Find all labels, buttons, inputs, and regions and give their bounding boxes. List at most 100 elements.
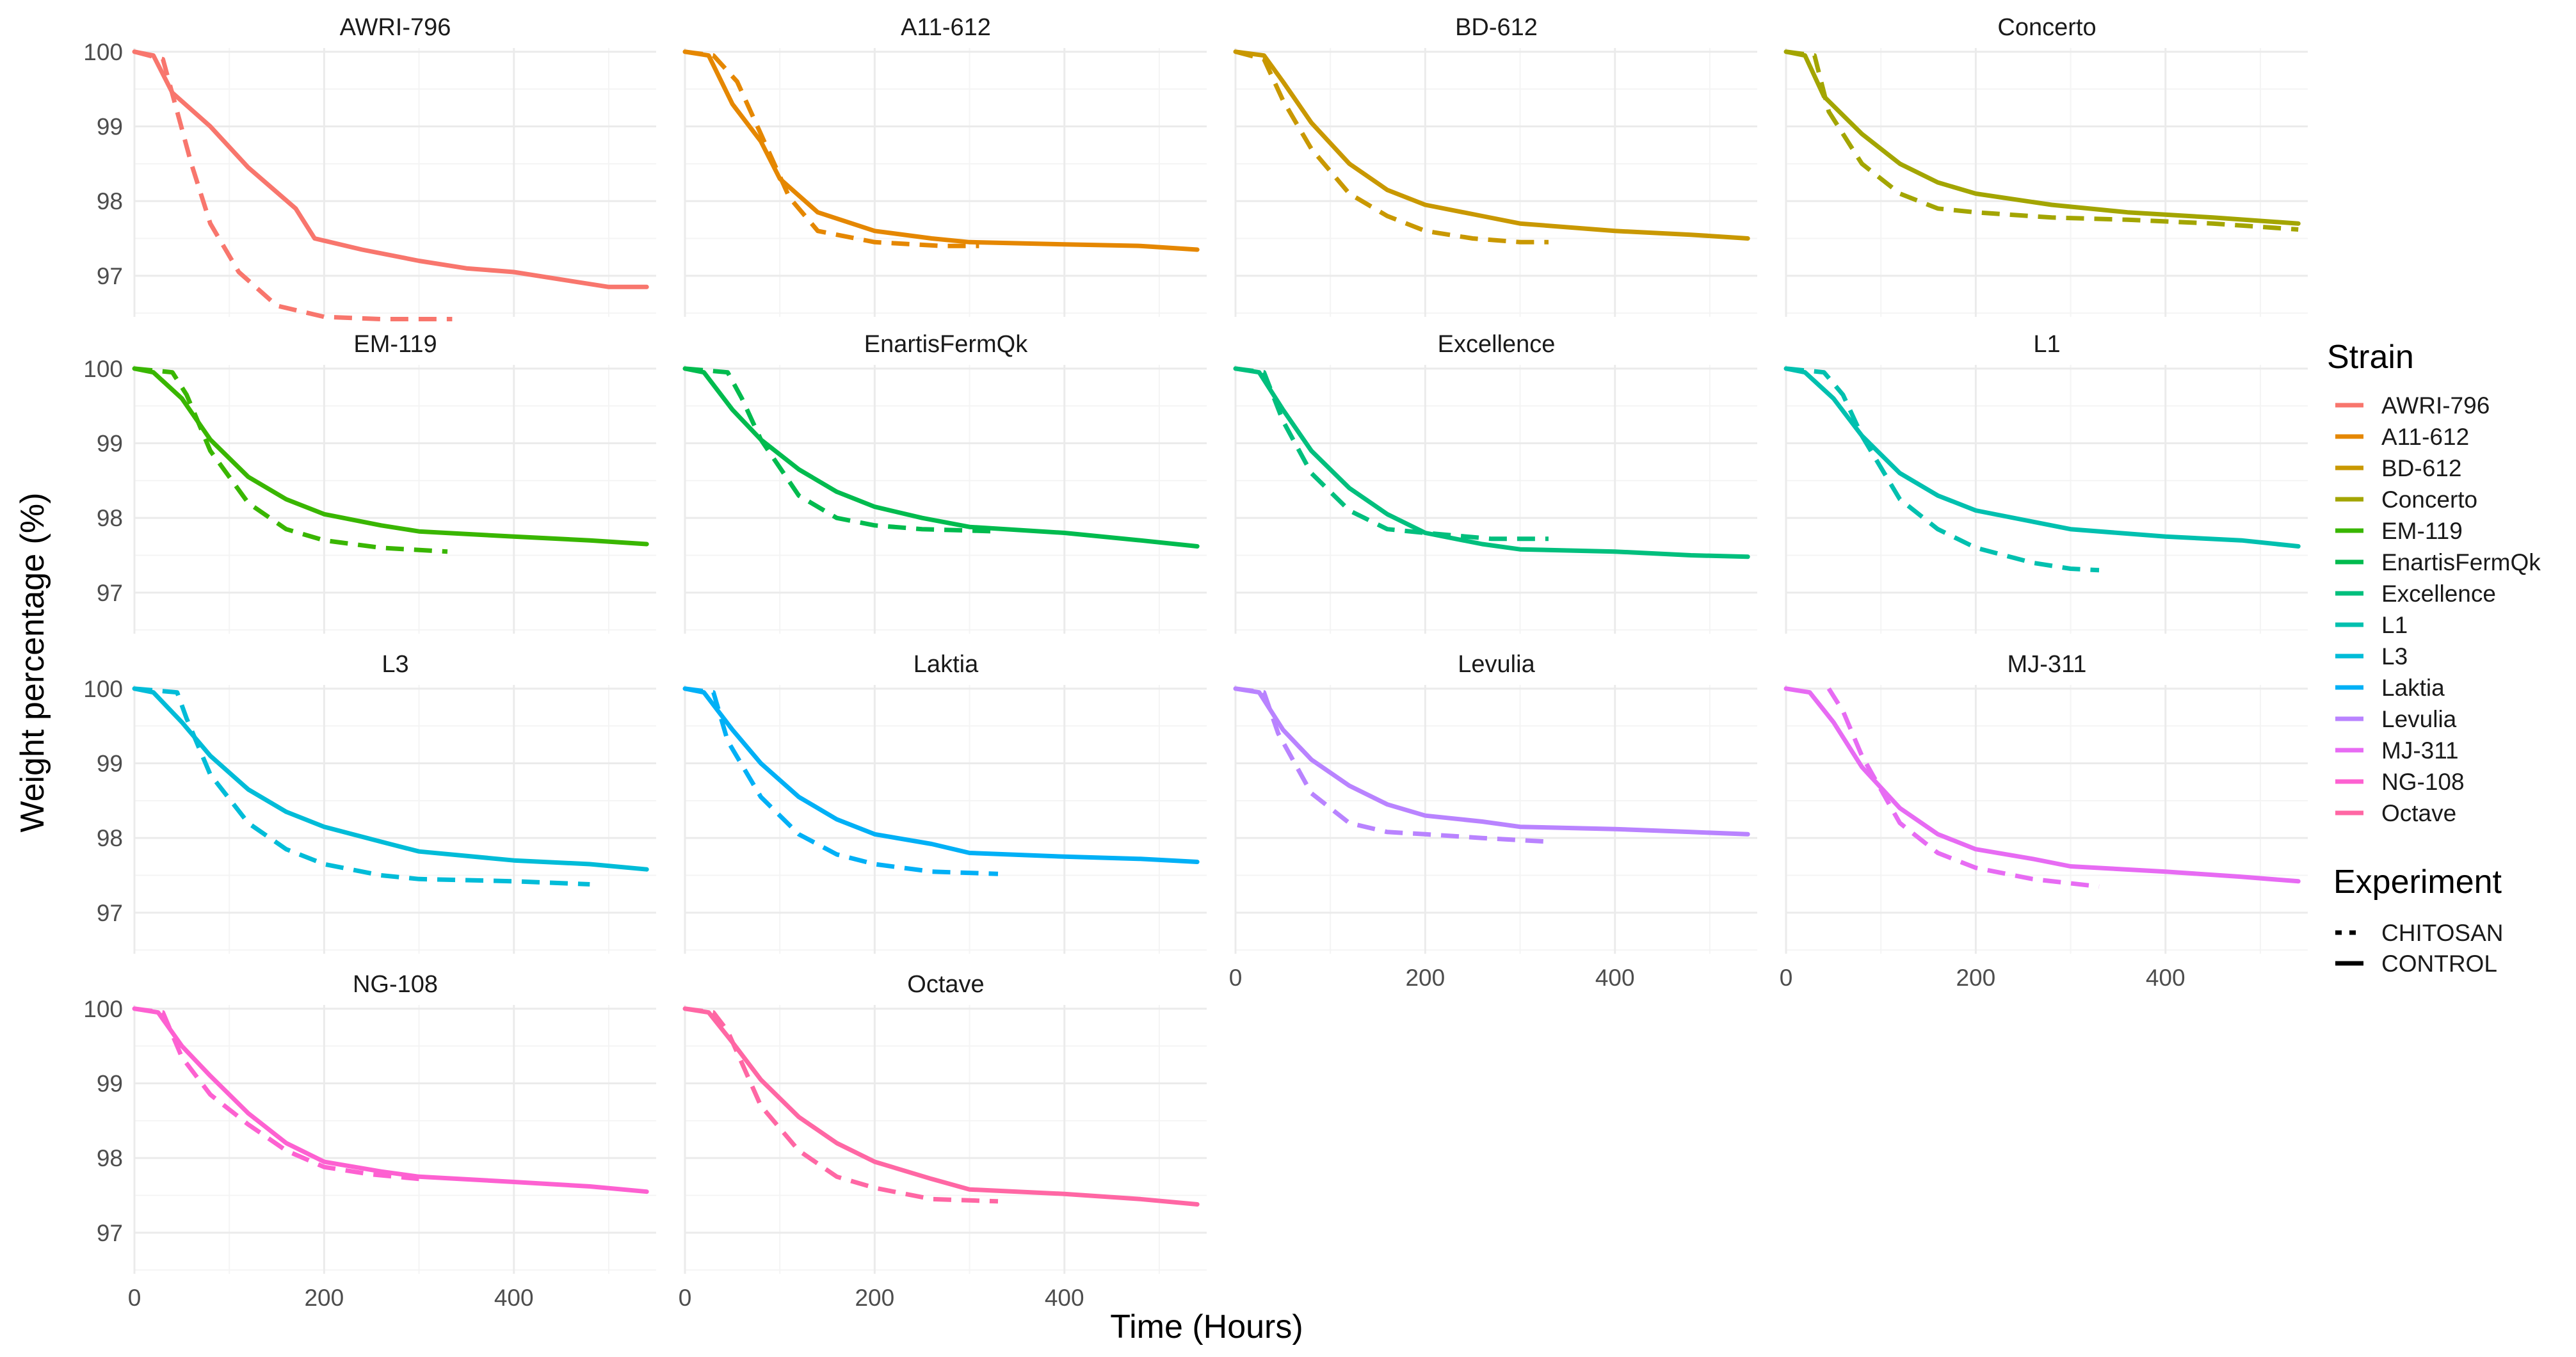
facet-panel-A11-612: A11-612: [682, 14, 1207, 317]
series-line-chitosan: [684, 1006, 999, 1204]
x-tick-label: 400: [494, 1285, 534, 1311]
y-tick-label: 97: [97, 580, 123, 606]
facet-strip-label: Octave: [907, 971, 984, 998]
series-line-chitosan: [134, 366, 448, 554]
legend-label-Levulia: Levulia: [2381, 706, 2457, 732]
y-tick-label: 97: [97, 263, 123, 289]
y-tick-label: 98: [97, 188, 123, 214]
x-tick-label: 0: [1780, 965, 1793, 991]
legend-label-Octave: Octave: [2381, 800, 2456, 826]
legend-label-CONTROL: CONTROL: [2381, 951, 2497, 977]
facet-strip-label: BD-612: [1455, 14, 1538, 41]
facet-panel-Octave: Octave 0 200 400: [679, 971, 1207, 1311]
legend-experiment: Experiment CHITOSAN CONTROL: [2333, 863, 2504, 977]
facet-panel-MJ-311: MJ-311 0 200 400: [1780, 651, 2308, 991]
series-line-control: [1233, 49, 1750, 241]
series-line-control: [132, 366, 649, 547]
series-line-chitosan: [1826, 687, 2100, 889]
facet-strip-label: A11-612: [901, 14, 991, 41]
legend-strain-title: Strain: [2327, 339, 2414, 376]
legend-label-Excellence: Excellence: [2381, 581, 2496, 607]
facet-panel-Levulia: Levulia 0 200 400: [1229, 651, 1757, 991]
legend-label-AWRI-796: AWRI-796: [2381, 392, 2490, 419]
facet-strip-label: EM-119: [353, 331, 437, 358]
y-tick-label: 100: [83, 996, 123, 1022]
x-tick-label: 0: [128, 1285, 141, 1311]
series-line-control: [682, 366, 1200, 549]
series-line-control: [132, 49, 649, 289]
facet-strip-label: Concerto: [1997, 14, 2096, 41]
facet-panel-NG-108: NG-108 97 98 99 100 0 200 400: [83, 971, 656, 1311]
y-tick-label: 98: [97, 505, 123, 531]
legend-experiment-title: Experiment: [2333, 863, 2502, 901]
y-tick-label: 99: [97, 1071, 123, 1097]
x-tick-label: 400: [1045, 1285, 1084, 1311]
legend-label-A11-612: A11-612: [2381, 424, 2469, 450]
series-line-control: [1233, 686, 1750, 837]
facet-panel-Laktia: Laktia: [682, 651, 1207, 954]
legend-label-BD-612: BD-612: [2381, 455, 2461, 481]
facet-panel-Concerto: Concerto: [1783, 14, 2308, 317]
legend-label-CHITOSAN: CHITOSAN: [2381, 920, 2504, 946]
y-tick-label: 99: [97, 431, 123, 457]
series-line-chitosan: [684, 366, 999, 534]
facet-panel-EnartisFermQk: EnartisFermQk: [682, 331, 1207, 634]
legend-label-NG-108: NG-108: [2381, 769, 2465, 795]
x-tick-label: 0: [1229, 965, 1243, 991]
series-line-control: [1783, 686, 2301, 884]
series-line-control: [1783, 366, 2301, 549]
facet-strip-label: Excellence: [1438, 331, 1556, 358]
legend-label-Concerto: Concerto: [2381, 486, 2477, 513]
legend-label-EnartisFermQk: EnartisFermQk: [2381, 549, 2541, 575]
y-tick-label: 98: [97, 825, 123, 851]
facet-strip-label: MJ-311: [2008, 651, 2087, 678]
facet-strip-label: NG-108: [353, 971, 438, 998]
series-line-chitosan: [1235, 49, 1549, 245]
x-tick-label: 400: [2146, 965, 2186, 991]
series-line-chitosan: [134, 686, 590, 887]
series-line-chitosan: [1235, 366, 1549, 542]
x-tick-label: 400: [1595, 965, 1635, 991]
series-line-control: [682, 686, 1200, 864]
facet-panel-L1: L1: [1783, 331, 2308, 634]
legend-label-Laktia: Laktia: [2381, 675, 2445, 701]
legend-label-MJ-311: MJ-311: [2381, 737, 2459, 764]
series-line-control: [682, 49, 1200, 252]
legend-strain: Strain AWRI-796 A11-612 BD-612 Concerto EM-1…: [2327, 339, 2541, 826]
series-line-chitosan: [684, 49, 979, 248]
series-line-control: [1783, 49, 2301, 226]
facet-strip-label: Laktia: [914, 651, 979, 678]
x-tick-label: 200: [1405, 965, 1445, 991]
series-line-control: [132, 686, 649, 872]
facet-panel-Excellence: Excellence: [1233, 331, 1757, 634]
x-tick-label: 200: [304, 1285, 344, 1311]
legend-label-L3: L3: [2381, 643, 2408, 670]
series-line-chitosan: [1785, 366, 2100, 573]
series-line-control: [132, 1006, 649, 1194]
facet-strip-label: AWRI-796: [340, 14, 451, 41]
y-tick-label: 97: [97, 1220, 123, 1246]
facet-panel-L3: L3 97 98 99 100: [83, 651, 656, 954]
facet-strip-label: L3: [382, 651, 408, 678]
x-tick-label: 200: [855, 1285, 894, 1311]
y-tick-label: 98: [97, 1145, 123, 1171]
y-tick-label: 97: [97, 900, 123, 926]
facet-panel-EM-119: EM-119 97 98 99 100: [83, 331, 656, 634]
series-line-control: [682, 1006, 1200, 1207]
y-tick-label: 100: [83, 39, 123, 65]
facet-strip-label: Levulia: [1458, 651, 1535, 678]
x-tick-label: 0: [679, 1285, 692, 1311]
x-axis-title: Time (Hours): [1110, 1308, 1303, 1345]
facet-strip-label: L1: [2033, 331, 2060, 358]
facet-panel-BD-612: BD-612: [1233, 14, 1757, 317]
facet-strip-label: EnartisFermQk: [864, 331, 1028, 358]
legend-label-EM-119: EM-119: [2381, 518, 2463, 544]
y-tick-label: 99: [97, 751, 123, 777]
y-tick-label: 99: [97, 114, 123, 140]
legend-label-L1: L1: [2381, 612, 2408, 638]
y-axis-title: Weight percentage (%): [14, 493, 51, 833]
y-tick-label: 100: [83, 356, 123, 382]
y-tick-label: 100: [83, 676, 123, 702]
